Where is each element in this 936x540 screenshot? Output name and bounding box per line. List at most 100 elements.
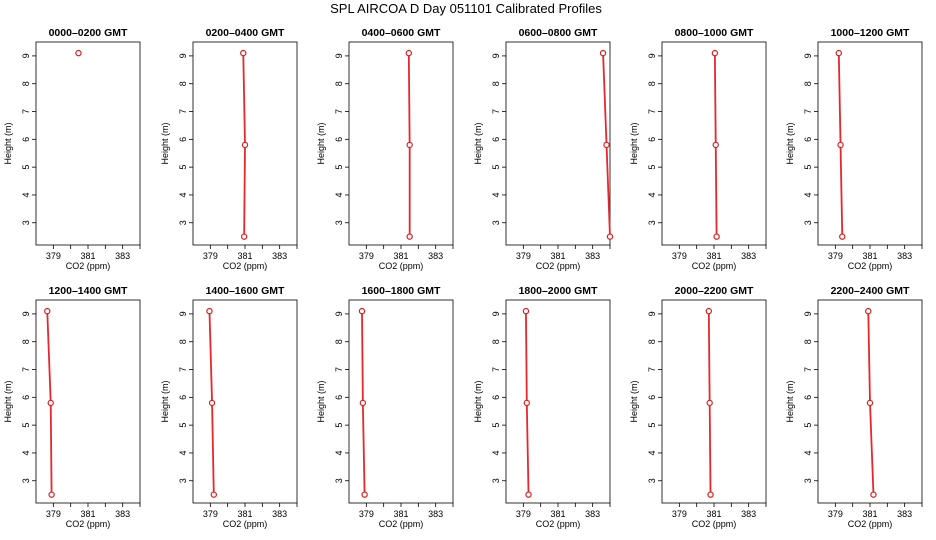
y-tick-label: 3 xyxy=(334,220,344,225)
y-tick-label: 5 xyxy=(803,165,813,170)
data-point xyxy=(865,307,872,315)
x-axis-label: CO2 (ppm) xyxy=(848,261,893,271)
y-tick-label: 4 xyxy=(21,192,31,197)
x-tick-label: 383 xyxy=(741,251,756,261)
y-tick-label: 9 xyxy=(334,53,344,58)
data-point xyxy=(712,141,719,149)
x-tick-label: 379 xyxy=(46,509,61,519)
data-point xyxy=(866,399,874,407)
panel-11: 2000–2200 GMT 379 381 383 3 4 5 6 7 8 9 CO2 (ppm) He… xyxy=(629,285,767,529)
x-tick-label: 383 xyxy=(897,509,912,519)
x-tick-label: 381 xyxy=(550,251,565,261)
x-tick-label: 381 xyxy=(706,251,721,261)
y-tick-label: 4 xyxy=(491,192,501,197)
y-tick-label: 5 xyxy=(647,423,657,428)
data-point xyxy=(839,233,846,240)
y-axis-label: Height (m) xyxy=(316,122,326,164)
y-tick-label: 7 xyxy=(647,109,657,114)
y-tick-label: 3 xyxy=(647,220,657,225)
x-axis-label: CO2 (ppm) xyxy=(379,261,424,271)
y-tick-label: 5 xyxy=(491,423,501,428)
data-point xyxy=(241,141,249,149)
y-tick-label: 6 xyxy=(334,395,344,400)
y-tick-label: 3 xyxy=(178,220,188,225)
x-axis-label: CO2 (ppm) xyxy=(692,519,737,529)
plot-frame xyxy=(505,299,611,504)
panel-title: 2000–2200 GMT xyxy=(675,285,754,297)
y-tick-label: 8 xyxy=(178,339,188,344)
x-tick-label: 379 xyxy=(828,251,843,261)
plot-frame xyxy=(661,299,767,504)
x-tick-label: 383 xyxy=(115,509,130,519)
y-tick-label: 9 xyxy=(178,311,188,316)
y-tick-label: 9 xyxy=(21,53,31,58)
panel-7: 1200–1400 GMT 379 381 383 3 4 5 6 7 8 9 CO2 (ppm) He… xyxy=(3,285,141,529)
y-tick-label: 5 xyxy=(491,165,501,170)
x-axis-label: CO2 (ppm) xyxy=(223,261,268,271)
y-tick-label: 5 xyxy=(21,165,31,170)
panel-8: 1400–1600 GMT 379 381 383 3 4 5 6 7 8 9 CO2 (ppm) He… xyxy=(160,285,298,529)
x-tick-label: 381 xyxy=(80,251,95,261)
y-tick-label: 4 xyxy=(178,192,188,197)
x-tick-label: 383 xyxy=(428,509,443,519)
data-point xyxy=(525,491,532,498)
y-tick-label: 5 xyxy=(178,165,188,170)
y-tick-label: 4 xyxy=(21,450,31,455)
y-tick-label: 3 xyxy=(647,478,657,483)
y-tick-label: 9 xyxy=(491,53,501,58)
data-point xyxy=(358,307,366,315)
data-point xyxy=(359,399,367,407)
y-tick-label: 8 xyxy=(647,339,657,344)
y-tick-label: 3 xyxy=(491,220,501,225)
y-tick-label: 9 xyxy=(647,311,657,316)
y-tick-label: 7 xyxy=(21,367,31,372)
data-point xyxy=(706,399,713,407)
y-tick-label: 6 xyxy=(803,395,813,400)
panel-title: 0000–0200 GMT xyxy=(49,27,128,39)
y-tick-label: 4 xyxy=(647,450,657,455)
y-tick-label: 3 xyxy=(21,478,31,483)
x-tick-label: 381 xyxy=(237,251,252,261)
panel-12: 2200–2400 GMT 379 381 383 3 4 5 6 7 8 9 CO2 (ppm) He… xyxy=(785,285,923,529)
y-tick-label: 8 xyxy=(491,339,501,344)
panel-title: 1600–1800 GMT xyxy=(362,285,441,297)
data-point xyxy=(406,141,413,149)
figure-title: SPL AIRCOA D Day 051101 Calibrated Profi… xyxy=(330,1,602,16)
y-axis-label: Height (m) xyxy=(316,380,326,422)
y-axis-label: Height (m) xyxy=(473,122,483,164)
y-tick-label: 6 xyxy=(491,137,501,142)
panel-title: 0200–0400 GMT xyxy=(206,27,285,39)
x-tick-label: 381 xyxy=(393,509,408,519)
y-tick-label: 3 xyxy=(178,478,188,483)
y-tick-label: 6 xyxy=(803,137,813,142)
y-tick-label: 3 xyxy=(803,478,813,483)
y-tick-label: 8 xyxy=(334,339,344,344)
x-axis-label: CO2 (ppm) xyxy=(536,519,581,529)
data-point xyxy=(240,233,248,240)
data-point xyxy=(75,49,82,57)
x-tick-label: 383 xyxy=(741,509,756,519)
y-tick-label: 6 xyxy=(647,137,657,142)
y-axis-label: Height (m) xyxy=(785,122,795,164)
x-tick-label: 383 xyxy=(585,251,600,261)
y-tick-label: 7 xyxy=(334,109,344,114)
data-point xyxy=(606,233,614,240)
y-tick-label: 8 xyxy=(803,81,813,86)
data-point xyxy=(837,141,844,149)
y-tick-label: 5 xyxy=(334,165,344,170)
x-tick-label: 383 xyxy=(115,251,130,261)
x-axis-label: CO2 (ppm) xyxy=(66,519,111,529)
y-tick-label: 7 xyxy=(491,367,501,372)
y-tick-label: 6 xyxy=(334,137,344,142)
y-axis-label: Height (m) xyxy=(3,122,13,164)
x-tick-label: 379 xyxy=(516,251,531,261)
y-tick-label: 7 xyxy=(491,109,501,114)
y-tick-label: 7 xyxy=(21,109,31,114)
panel-2: 0200–0400 GMT 379 381 383 3 4 5 6 7 8 9 CO2 (ppm) He… xyxy=(160,27,298,271)
x-tick-label: 379 xyxy=(203,251,218,261)
x-axis-label: CO2 (ppm) xyxy=(66,261,111,271)
y-tick-label: 6 xyxy=(178,395,188,400)
y-tick-label: 9 xyxy=(803,311,813,316)
y-tick-label: 8 xyxy=(647,81,657,86)
